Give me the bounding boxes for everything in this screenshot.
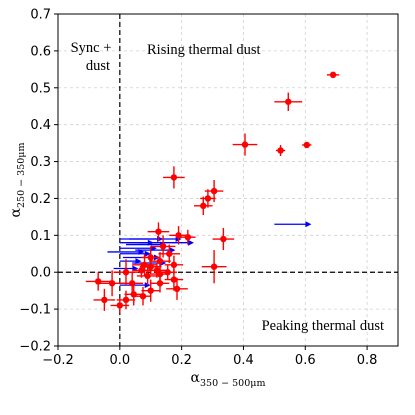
point-marker bbox=[156, 280, 164, 287]
point-marker bbox=[173, 285, 181, 293]
y-tick-label: 0.1 bbox=[30, 229, 51, 244]
point-marker bbox=[303, 141, 311, 149]
point-marker bbox=[329, 71, 337, 79]
x-tick-label: 0.6 bbox=[295, 353, 316, 368]
data-point bbox=[93, 288, 116, 311]
data-point bbox=[326, 71, 340, 79]
point-marker bbox=[210, 187, 218, 195]
y-tick-label: 0.2 bbox=[30, 192, 51, 207]
point-marker bbox=[166, 250, 173, 257]
point-marker bbox=[116, 302, 124, 309]
data-point bbox=[302, 141, 312, 149]
plot-frame bbox=[57, 13, 399, 347]
data-point bbox=[141, 279, 160, 302]
region-label-sync-dust-line1: Sync + bbox=[71, 40, 112, 56]
axis-ticks: −0.2 0.0 0.2 0.4 0.6 0.8 −0.2 −0.1 0.0 0.1 0.2 0.3 0… bbox=[19, 8, 377, 369]
point-marker bbox=[200, 202, 207, 210]
point-marker bbox=[155, 228, 162, 235]
point-marker bbox=[170, 261, 178, 269]
point-marker bbox=[277, 147, 284, 154]
data-point bbox=[212, 227, 235, 251]
data-point bbox=[150, 274, 170, 293]
point-marker bbox=[130, 291, 137, 298]
arrow-head bbox=[305, 221, 312, 228]
lower-limit-arrow bbox=[119, 250, 151, 257]
data-point bbox=[158, 244, 181, 263]
y-tick-label: −0.1 bbox=[19, 303, 51, 318]
data-point bbox=[139, 259, 162, 275]
data-point bbox=[98, 270, 126, 297]
data-point bbox=[136, 266, 159, 286]
x-axis-label-main: α bbox=[191, 370, 201, 386]
point-marker bbox=[101, 296, 108, 304]
y-tick-label: 0.7 bbox=[30, 8, 51, 23]
point-marker bbox=[184, 233, 192, 241]
x-tick-label: 0.8 bbox=[357, 353, 378, 368]
region-label-peaking-thermal-dust: Peaking thermal dust bbox=[262, 318, 384, 334]
point-marker bbox=[156, 257, 164, 265]
y-axis-label-subscript: 250 − 350μm bbox=[16, 143, 27, 208]
data-point bbox=[194, 196, 213, 216]
y-tick-label: 0.0 bbox=[30, 266, 51, 281]
lower-limit-arrow bbox=[129, 236, 182, 243]
data-point bbox=[180, 229, 196, 245]
lower-limit-arrows bbox=[107, 221, 312, 289]
point-marker bbox=[204, 195, 212, 202]
data-point bbox=[169, 226, 188, 245]
point-marker bbox=[210, 263, 218, 270]
x-axis-label: α350 − 500μm bbox=[191, 370, 266, 389]
data-point bbox=[275, 144, 286, 157]
x-tick-label: 0.4 bbox=[233, 353, 254, 368]
point-marker bbox=[147, 263, 154, 270]
point-marker bbox=[122, 296, 130, 304]
arrow-head bbox=[188, 239, 194, 246]
x-tick-label: −0.2 bbox=[42, 353, 74, 368]
y-tick-label: 0.3 bbox=[30, 155, 51, 170]
point-marker bbox=[138, 267, 145, 274]
y-axis-label: α250 − 350μm bbox=[8, 143, 27, 218]
point-marker bbox=[108, 280, 116, 287]
data-point bbox=[166, 277, 188, 300]
point-marker bbox=[159, 243, 167, 250]
point-marker bbox=[122, 269, 130, 276]
x-tick-label: 0.2 bbox=[171, 353, 192, 368]
data-point bbox=[163, 166, 185, 189]
data-point bbox=[147, 222, 170, 241]
data-point bbox=[116, 290, 136, 310]
point-marker bbox=[147, 254, 154, 261]
point-marker bbox=[144, 272, 151, 280]
lower-limit-arrow bbox=[274, 221, 312, 228]
point-marker bbox=[241, 141, 249, 148]
x-axis-label-subscript: 350 − 500μm bbox=[200, 378, 265, 389]
data-points bbox=[85, 71, 340, 313]
y-tick-label: −0.2 bbox=[19, 340, 51, 355]
region-label-rising-thermal-dust: Rising thermal dust bbox=[147, 42, 261, 58]
data-point bbox=[201, 250, 227, 284]
point-marker bbox=[285, 98, 292, 105]
point-marker bbox=[170, 276, 178, 283]
y-tick-label: 0.5 bbox=[30, 81, 51, 96]
data-point bbox=[274, 92, 303, 112]
region-label-sync-dust-line2: dust bbox=[86, 58, 110, 74]
point-marker bbox=[170, 174, 178, 181]
arrow-head bbox=[144, 250, 151, 257]
point-marker bbox=[147, 287, 154, 294]
y-axis-label-main: α bbox=[8, 207, 24, 217]
data-point bbox=[164, 268, 184, 291]
point-marker bbox=[220, 235, 227, 243]
data-point bbox=[124, 283, 143, 306]
data-point bbox=[232, 133, 258, 156]
data-point bbox=[85, 272, 111, 291]
y-tick-label: 0.6 bbox=[30, 44, 51, 59]
y-tick-label: 0.4 bbox=[30, 118, 51, 133]
x-tick-label: 0.0 bbox=[109, 353, 130, 368]
data-point bbox=[113, 259, 139, 286]
